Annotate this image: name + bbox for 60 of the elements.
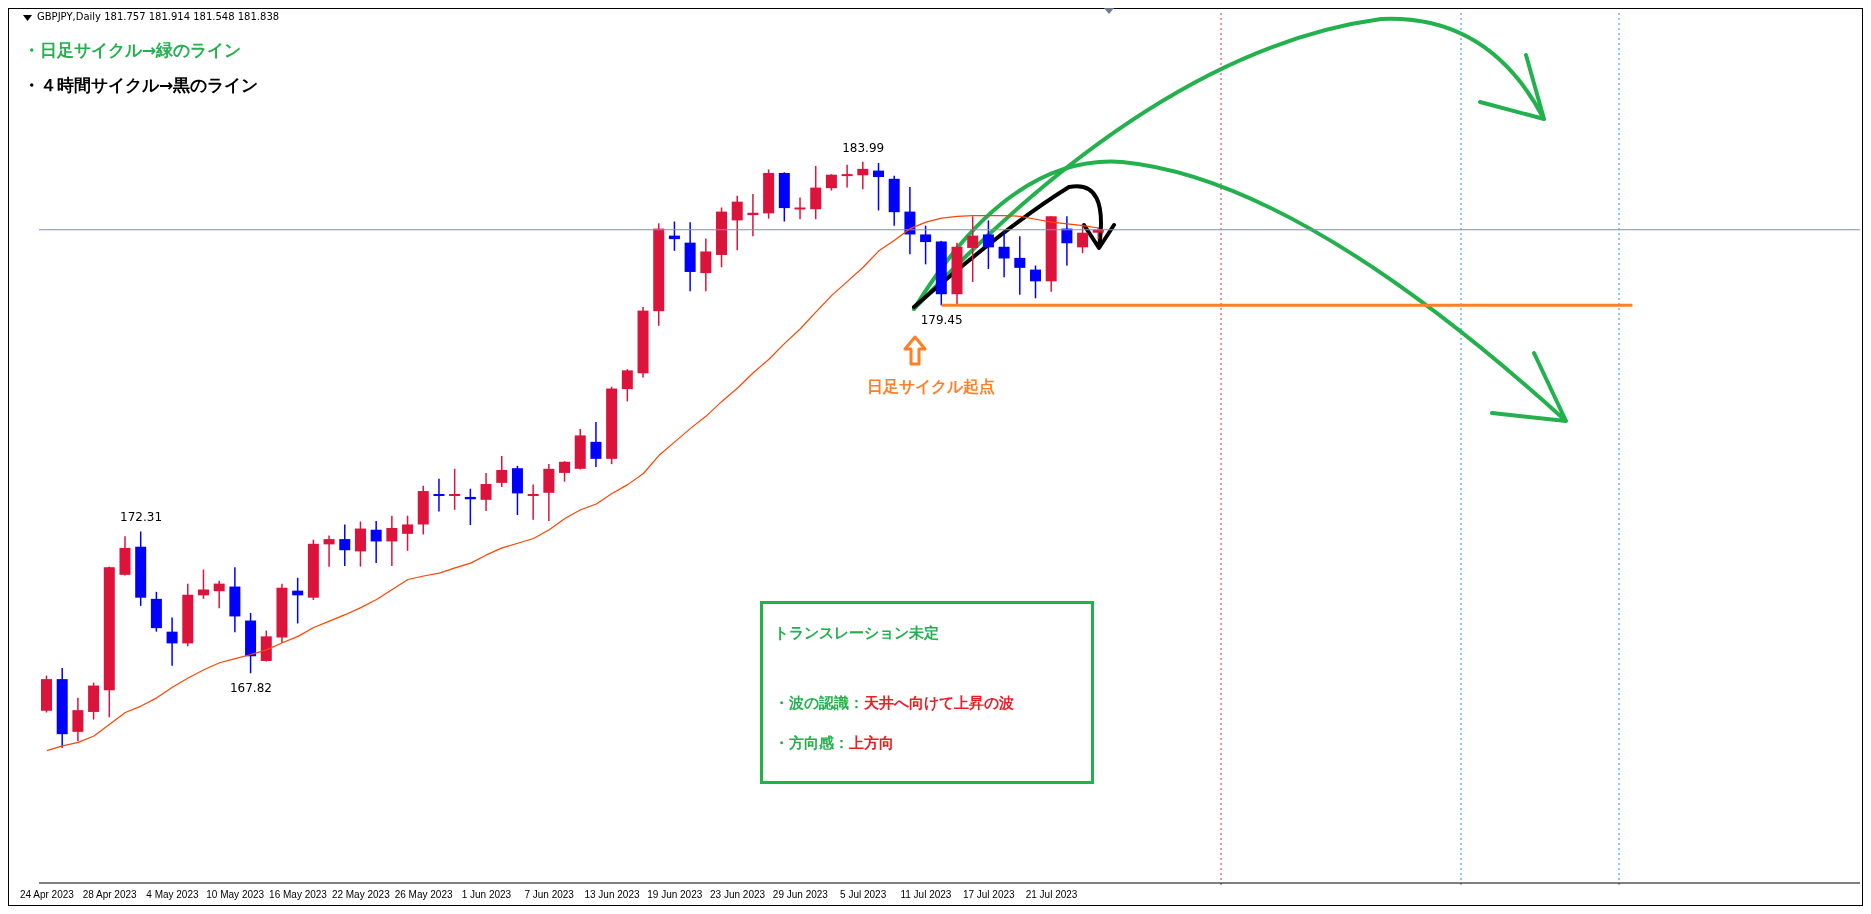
x-tick-label: 11 Jul 2023 [900,889,952,901]
candlestick [967,215,979,283]
x-tick-label: 24 Apr 2023 [19,889,75,901]
annotation: 日足サイクル起点 [867,377,995,398]
candlestick [496,455,508,488]
candlestick [323,534,335,568]
text: ・日足サイクル→緑のライン [23,39,242,62]
candlestick [920,224,932,266]
annotation: 179.45 [920,312,963,327]
x-tick-label: 28 Apr 2023 [82,889,138,901]
candlestick [982,219,994,270]
candlestick [433,478,445,513]
x-tick-label: 1 Jun 2023 [461,889,512,901]
x-tick-label: 7 Jun 2023 [524,889,575,901]
candlestick [810,165,822,220]
candlestick [449,468,461,511]
candlestick [1014,235,1026,296]
candlestick [873,162,885,212]
candlestick [166,616,178,667]
x-tick-label: 17 Jul 2023 [962,889,1016,901]
candlestick [213,579,225,609]
candlestick [480,472,492,512]
x-tick-label: 19 Jun 2023 [647,889,703,901]
candlestick [1029,264,1041,300]
x-tick-label: 13 Jun 2023 [584,889,640,901]
candlestick [370,520,382,564]
candlestick [998,230,1010,278]
annotation: ・方向感：上方向 [774,734,894,753]
annotation: 183.99 [842,140,885,155]
candlestick [731,195,743,252]
x-tick-label: 16 May 2023 [269,889,328,901]
candlestick [1077,223,1089,254]
x-tick-label: 23 Jun 2023 [710,889,766,901]
x-tick-label: 29 Jun 2023 [772,889,829,901]
candlestick [72,697,84,742]
candlestick [402,514,414,552]
candlestick [621,368,633,403]
candlestick [590,421,602,468]
candlestick [339,523,351,567]
x-tick-label: 4 May 2023 [146,889,199,901]
candlestick [841,163,853,189]
text: ・４時間サイクル→黒のライン [23,74,259,97]
x-tick-label: 10 May 2023 [206,889,265,901]
candlestick [700,237,712,293]
annotation: トランスレーション未定 [774,624,939,643]
candlestick [857,161,869,191]
annotation: 172.31 [120,510,163,525]
candlestick [354,520,366,568]
candlestick [386,514,398,567]
candlestick [527,483,539,521]
candlestick [197,568,209,600]
annotation: ・波の認識：天井へ向けて上昇の波 [774,694,1014,713]
x-tick-label: 26 May 2023 [394,889,453,901]
candlestick [794,196,806,220]
annotation: 167.82 [229,680,272,695]
x-tick-label: 22 May 2023 [331,889,391,901]
x-tick-label: 21 Jul 2023 [1025,889,1078,901]
x-tick-label: 5 Jul 2023 [840,889,887,901]
candlestick [559,460,571,483]
chart-title: GBPJPY,Daily 181.757 181.914 181.548 181.838 [37,11,280,22]
